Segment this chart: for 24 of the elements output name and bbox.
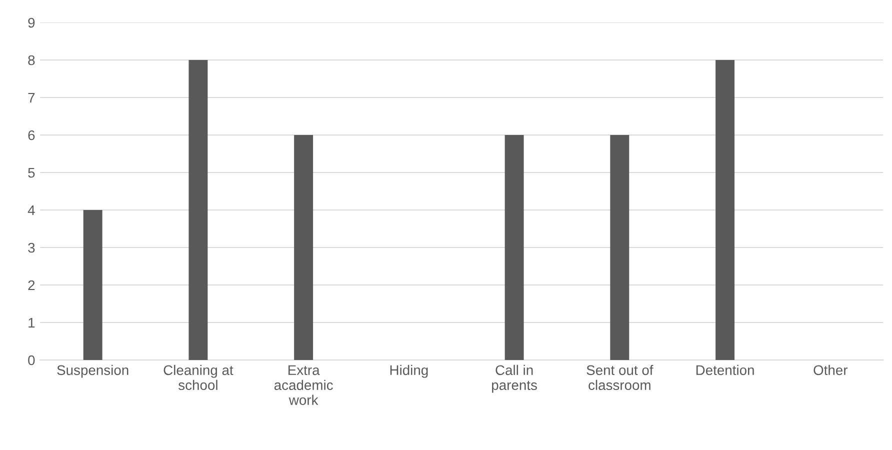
y-tick-label: 5 — [28, 168, 35, 178]
bar — [504, 135, 524, 360]
y-tick-label: 0 — [28, 355, 35, 366]
bar — [716, 60, 735, 360]
y-tick-label: 6 — [28, 130, 35, 140]
y-tick-label: 8 — [28, 55, 35, 66]
bar — [610, 135, 630, 360]
y-tick-label: 4 — [28, 205, 35, 216]
y-tick-label: 2 — [28, 280, 35, 290]
x-tick-label: Sent out of classroom — [586, 364, 654, 390]
x-tick-label: Suspension — [57, 364, 128, 378]
x-tick-label: Extra academic work — [274, 365, 333, 405]
bar — [83, 210, 102, 360]
x-tick-label: Detention — [696, 364, 754, 376]
y-tick-label: 9 — [28, 18, 35, 28]
x-tick-label: Hiding — [390, 364, 428, 378]
bar — [294, 135, 314, 360]
bar — [188, 60, 208, 360]
x-tick-label: Call in parents — [492, 364, 537, 393]
y-tick-label: 7 — [28, 92, 35, 103]
y-tick-label: 1 — [28, 318, 35, 328]
y-tick-label: 3 — [28, 242, 35, 253]
x-tick-label: Cleaning at school — [164, 364, 234, 390]
x-tick-label: Other — [814, 364, 848, 376]
